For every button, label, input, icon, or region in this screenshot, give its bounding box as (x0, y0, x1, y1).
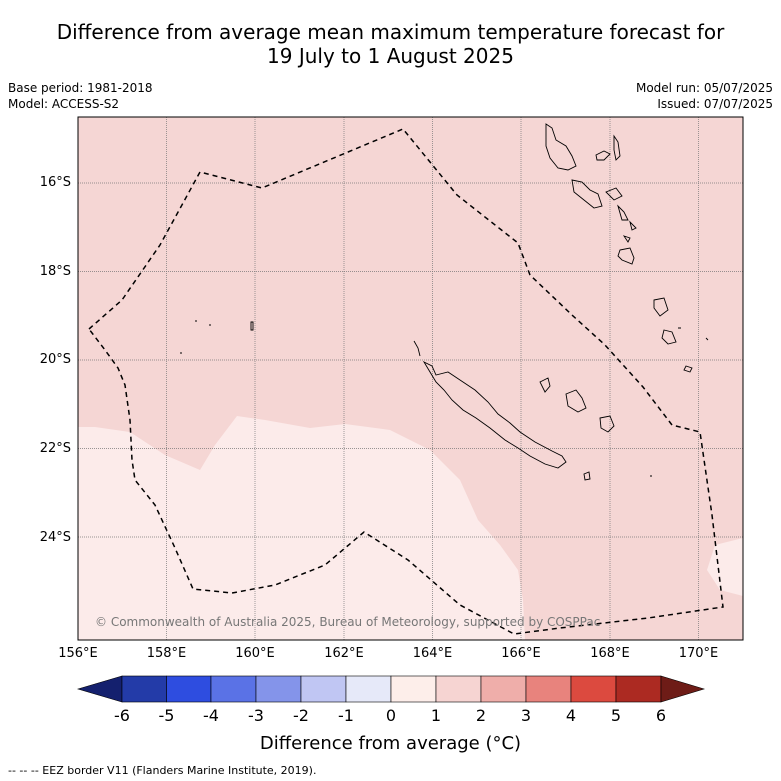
colorbar-label-4: 4 (565, 706, 577, 725)
lon-tick-164e: 164°E (412, 646, 453, 661)
colorbar (76, 675, 706, 703)
meta-right: Model run: 05/07/2025 Issued: 07/07/2025 (636, 80, 773, 112)
lon-tick-166e: 166°E (501, 646, 541, 661)
meta-left: Base period: 1981-2018 Model: ACCESS-S2 (8, 80, 153, 112)
colorbar-label-1: 1 (430, 706, 442, 725)
lon-tick-158e: 158°E (146, 646, 187, 661)
colorbar-segment-3 (210, 675, 257, 703)
colorbar-label-0: 0 (385, 706, 397, 725)
vanuatu-north (545, 123, 621, 171)
colorbar-segment-6 (345, 675, 392, 703)
loyalty-islands (539, 377, 615, 481)
anomaly-0-1-region (78, 416, 525, 640)
map-title: Difference from average mean maximum tem… (0, 20, 781, 68)
coastlines (180, 123, 709, 481)
colorbar-title: Difference from average (°C) (259, 733, 522, 754)
colorbar-label-3: 3 (520, 706, 532, 725)
colorbar-label-6: 6 (655, 706, 667, 725)
colorbar-label-m4: -4 (203, 706, 219, 725)
vanuatu-central (571, 179, 637, 231)
colorbar-label-2: 2 (475, 706, 487, 725)
lon-tick-170e: 170°E (678, 646, 719, 661)
colorbar-label-m6: -6 (114, 706, 130, 725)
lat-tick-16s: 16°S (39, 175, 71, 190)
lon-tick-160e: 160°E (235, 646, 275, 661)
colorbar-label-m1: -1 (338, 706, 354, 725)
small-islets (180, 320, 709, 477)
eez-legend-note: -- -- -- EEZ border V11 (Flanders Marine… (8, 764, 317, 777)
colorbar-segment-4 (255, 675, 302, 703)
colorbar-segment-2 (166, 675, 212, 703)
colorbar-label-m3: -3 (248, 706, 264, 725)
colorbar-label-m5: -5 (158, 706, 175, 725)
lat-tick-18s: 18°S (39, 264, 71, 279)
base-period: Base period: 1981-2018 (8, 81, 153, 95)
copyright-notice: © Commonwealth of Australia 2025, Bureau… (95, 615, 600, 629)
issued-date: Issued: 07/07/2025 (657, 97, 773, 111)
colorbar-segment-11 (570, 675, 617, 703)
gridlines (78, 117, 743, 640)
colorbar-segment-8 (435, 675, 482, 703)
lat-tick-22s: 22°S (39, 441, 71, 456)
model-name: Model: ACCESS-S2 (8, 97, 120, 111)
eez-border (87, 128, 724, 635)
lon-tick-156e: 156°E (58, 646, 98, 661)
colorbar-segment-9 (480, 675, 527, 703)
vanuatu-south (617, 235, 693, 373)
lon-tick-168e: 168°E (590, 646, 630, 661)
title-line-1: Difference from average mean maximum tem… (56, 20, 725, 44)
colorbar-segment-1 (121, 675, 167, 703)
lon-tick-162e: 162°E (324, 646, 364, 661)
colorbar-segment-12 (615, 675, 662, 703)
colorbar-segment-10 (525, 675, 572, 703)
new-caledonia-island (413, 340, 567, 469)
map-frame (77, 116, 744, 641)
colorbar-segment-7 (390, 675, 437, 703)
model-run: Model run: 05/07/2025 (635, 81, 773, 95)
lat-tick-24s: 24°S (39, 530, 71, 545)
colorbar-extend-low (76, 675, 123, 703)
colorbar-segment-5 (300, 675, 347, 703)
colorbar-extend-high (660, 675, 706, 703)
lat-tick-20s: 20°S (39, 352, 71, 367)
title-line-2: 19 July to 1 August 2025 (267, 44, 514, 68)
colorbar-label-5: 5 (610, 706, 622, 725)
colorbar-label-m2: -2 (293, 706, 309, 725)
map-area: © Commonwealth of Australia 2025, Bureau… (78, 117, 743, 640)
